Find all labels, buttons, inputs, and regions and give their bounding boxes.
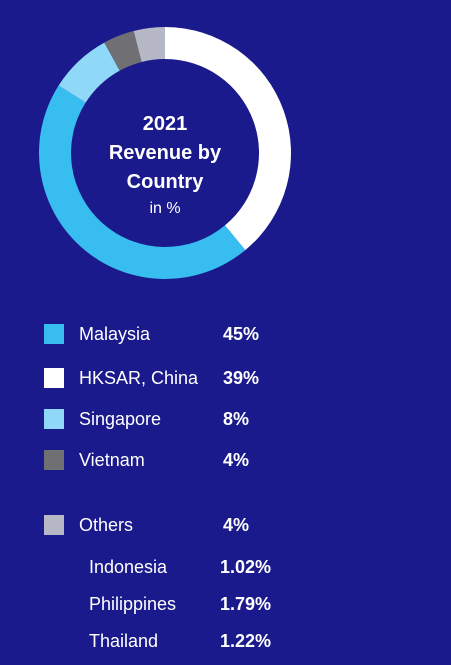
chart-center-label: 2021 Revenue by Country in %	[70, 110, 260, 220]
donut-chart	[38, 27, 292, 280]
donut-slice-hksar-china	[165, 27, 292, 251]
others-value: 1.22%	[220, 631, 272, 651]
others-value: 1.02%	[220, 557, 272, 577]
chart-unit: in %	[149, 200, 181, 217]
legend-swatch	[44, 450, 64, 470]
legend-value: 45%	[223, 324, 260, 344]
donut-slice-vietnam	[104, 30, 142, 71]
legend-swatch	[44, 368, 64, 388]
donut-slice-malaysia	[38, 85, 246, 280]
legend-label: Malaysia	[79, 324, 151, 344]
legend-swatch	[44, 515, 64, 535]
others-value: 1.79%	[220, 594, 272, 614]
legend-item-malaysia: Malaysia 45%	[0, 322, 451, 346]
legend-item-singapore: Singapore 8%	[0, 407, 451, 431]
legend-label: Vietnam	[79, 450, 145, 470]
others-item-indonesia: Indonesia 1.02%	[0, 555, 451, 579]
legend-value: 39%	[223, 368, 260, 388]
legend-value: 4%	[223, 450, 250, 470]
legend-item-others: Others 4%	[0, 513, 451, 537]
legend-label: Singapore	[79, 409, 162, 429]
others-item-philippines: Philippines 1.79%	[0, 592, 451, 616]
others-label: Philippines	[89, 594, 177, 614]
others-label: Thailand	[89, 631, 159, 651]
legend-value: 4%	[223, 515, 250, 535]
legend-label: Others	[79, 515, 134, 535]
legend-value: 8%	[223, 409, 250, 429]
chart-title-line-3: Country	[126, 171, 204, 193]
donut-slice-others	[133, 27, 165, 62]
donut-slice-singapore	[58, 42, 120, 103]
legend-swatch	[44, 409, 64, 429]
chart-title-line-2: Revenue by	[108, 142, 222, 164]
others-item-thailand: Thailand 1.22%	[0, 629, 451, 653]
legend-item-vietnam: Vietnam 4%	[0, 448, 451, 472]
others-label: Indonesia	[89, 557, 168, 577]
legend-swatch	[44, 324, 64, 344]
legend-item-hksar-china: HKSAR, China 39%	[0, 366, 451, 390]
chart-title-year: 2021	[142, 113, 188, 135]
legend-label: HKSAR, China	[79, 368, 199, 388]
